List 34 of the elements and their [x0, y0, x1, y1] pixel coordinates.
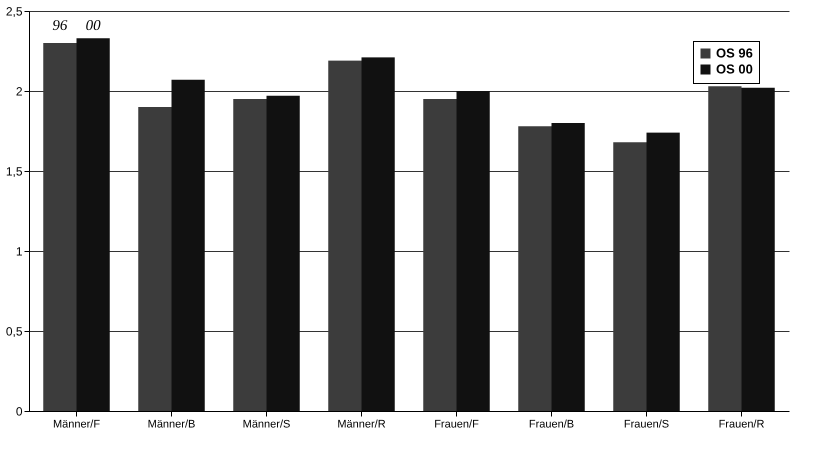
bar	[646, 132, 680, 411]
bar	[328, 60, 362, 411]
bar	[613, 142, 646, 411]
x-tick-label: Männer/B	[148, 418, 196, 430]
bar	[552, 123, 585, 411]
bar	[518, 126, 552, 411]
x-tick-label: Frauen/B	[528, 418, 574, 430]
bar	[742, 88, 775, 411]
bar	[76, 38, 110, 411]
bar	[233, 99, 266, 411]
annotation: 96	[52, 18, 68, 34]
y-tick-label: 1	[16, 244, 23, 258]
bar	[43, 43, 76, 411]
x-tick-label: Männer/R	[337, 418, 386, 430]
bar	[423, 99, 456, 411]
bar	[172, 80, 205, 411]
bar	[138, 107, 172, 411]
y-tick-label: 2,5	[6, 4, 23, 18]
x-tick-label: Männer/S	[242, 418, 290, 430]
bar	[362, 57, 395, 411]
legend-label: OS 00	[716, 62, 753, 76]
annotation: 00	[86, 18, 102, 34]
x-tick-label: Männer/F	[52, 418, 100, 430]
x-tick-label: Frauen/R	[718, 418, 764, 430]
bar	[708, 86, 742, 411]
y-tick-label: 1,5	[6, 164, 23, 178]
y-tick-label: 0	[16, 404, 23, 418]
legend-label: OS 96	[716, 46, 753, 60]
y-tick-label: 0,5	[6, 324, 23, 338]
bar	[456, 91, 490, 411]
y-tick-label: 2	[16, 84, 23, 98]
x-tick-label: Frauen/S	[624, 418, 670, 430]
x-tick-label: Frauen/F	[434, 418, 480, 430]
bar	[266, 96, 300, 411]
